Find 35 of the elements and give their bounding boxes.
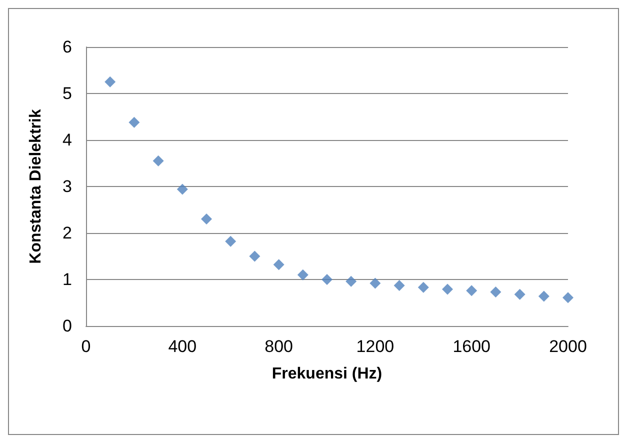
point: [370, 278, 381, 289]
point: [201, 214, 212, 225]
x-tick-label: 400: [168, 337, 197, 356]
x-tick-label: 2000: [549, 337, 587, 356]
point: [466, 285, 478, 296]
point: [442, 284, 453, 295]
point: [538, 290, 550, 302]
point: [490, 286, 502, 298]
point: [128, 116, 140, 128]
x-tick-label: 1200: [356, 337, 394, 356]
y-tick-label: 6: [62, 38, 72, 56]
point: [225, 236, 236, 247]
point: [562, 292, 574, 304]
y-tick-label: 5: [62, 84, 72, 103]
x-tick-label: 800: [264, 337, 293, 356]
point: [297, 269, 308, 280]
point: [273, 259, 284, 270]
point: [514, 288, 526, 300]
point: [152, 155, 164, 166]
y-axis-title: Konstanta Dielektrik: [28, 109, 44, 264]
point: [176, 184, 188, 195]
x-axis-title: Frekuensi (Hz): [272, 366, 382, 382]
y-tick-label: 2: [62, 224, 72, 242]
x-tick-label: 1600: [452, 337, 491, 356]
point: [322, 274, 332, 285]
y-tick-label: 0: [62, 316, 72, 336]
point: [104, 76, 116, 88]
y-tick-label: 3: [62, 177, 72, 196]
point: [394, 280, 405, 292]
y-tick-label: 1: [62, 270, 72, 289]
y-tick-label: 4: [62, 130, 72, 150]
x-tick-label: 0: [81, 337, 91, 356]
point: [346, 276, 357, 287]
point: [418, 282, 429, 293]
point: [249, 250, 260, 262]
